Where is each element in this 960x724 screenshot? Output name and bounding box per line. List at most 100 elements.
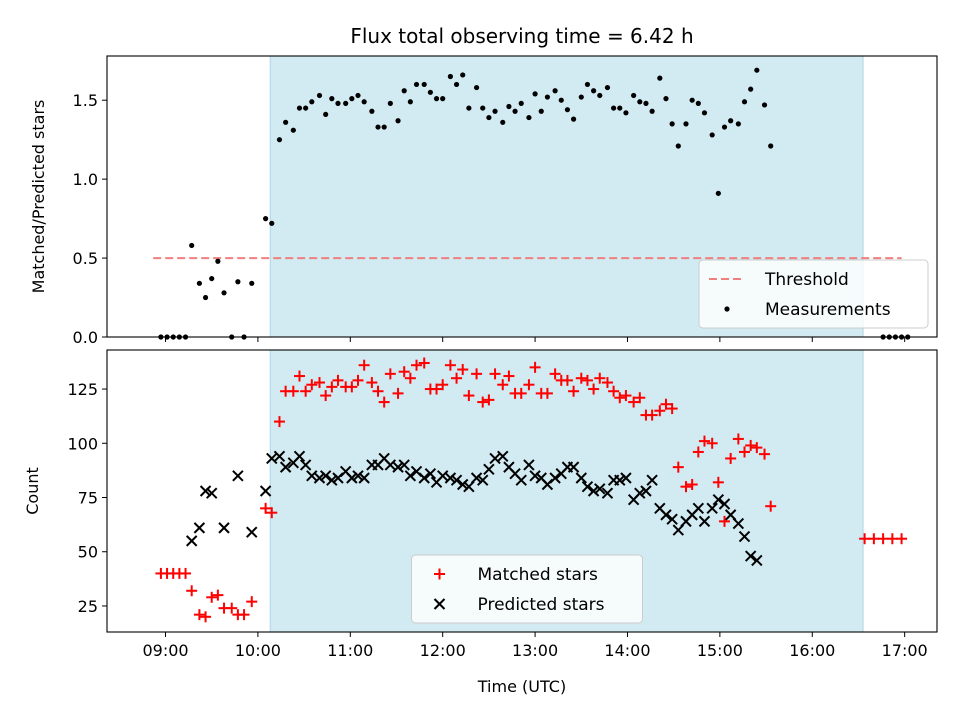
legend-label: Matched stars bbox=[478, 565, 598, 585]
predicted-stars-point bbox=[706, 502, 718, 515]
matched-stars-point bbox=[666, 403, 678, 415]
predicted-stars-point bbox=[515, 474, 527, 486]
y-tick-label: 25 bbox=[78, 597, 98, 616]
measurements-point bbox=[564, 107, 571, 113]
matched-stars-point bbox=[680, 481, 692, 493]
matched-stars-point bbox=[739, 446, 751, 458]
predicted-stars-point bbox=[575, 472, 587, 484]
measurements-point bbox=[283, 119, 289, 125]
matched-stars-point bbox=[293, 370, 305, 382]
predicted-stars-point bbox=[587, 485, 600, 497]
measurements-point bbox=[440, 96, 446, 102]
measurements-point bbox=[631, 92, 637, 99]
matched-stars-point bbox=[320, 390, 332, 402]
chart-title: Flux total observing time = 6.42 h bbox=[350, 24, 693, 48]
matched-stars-point bbox=[568, 385, 580, 397]
predicted-stars-point bbox=[549, 472, 561, 484]
matched-stars-point bbox=[226, 602, 238, 614]
matched-stars-point bbox=[896, 533, 908, 545]
predicted-stars-point bbox=[293, 450, 306, 462]
predicted-stars-point bbox=[392, 461, 404, 473]
predicted-stars-point bbox=[523, 459, 535, 471]
matched-stars-point bbox=[561, 374, 573, 386]
x-tick-label: 11:00 bbox=[327, 641, 373, 660]
measurements-point bbox=[375, 124, 381, 130]
predicted-stars-point bbox=[692, 502, 705, 515]
matched-stars-point bbox=[451, 372, 463, 384]
matched-stars-point bbox=[477, 396, 489, 408]
matched-stars-point bbox=[246, 596, 258, 608]
measurements-point bbox=[492, 108, 498, 114]
predicted-stars-point bbox=[319, 470, 332, 482]
matched-stars-point bbox=[634, 392, 646, 404]
measurements-point bbox=[249, 280, 255, 286]
predicted-stars-point bbox=[594, 483, 606, 495]
matched-stars-point bbox=[287, 385, 299, 397]
measurements-point bbox=[741, 99, 748, 105]
measurements-point bbox=[611, 105, 617, 111]
matched-stars-point bbox=[437, 379, 449, 391]
x-tick-label: 15:00 bbox=[697, 641, 743, 660]
predicted-stars-point bbox=[666, 513, 678, 525]
matched-stars-point bbox=[352, 374, 364, 386]
matched-stars-point bbox=[306, 379, 318, 391]
matched-stars-point bbox=[489, 368, 501, 380]
measurements-point bbox=[604, 84, 611, 91]
predicted-stars-point bbox=[732, 517, 745, 530]
matched-stars-point bbox=[745, 439, 757, 451]
predicted-stars-point bbox=[646, 474, 658, 486]
predicted-stars-point bbox=[698, 515, 711, 528]
data-points bbox=[155, 357, 908, 623]
measurements-point bbox=[381, 124, 387, 130]
predicted-stars-point bbox=[273, 450, 286, 462]
data-points bbox=[158, 67, 911, 340]
measurements-point bbox=[209, 275, 215, 282]
y-tick-label: 1.5 bbox=[73, 91, 98, 110]
measurements-point bbox=[401, 88, 407, 94]
predicted-stars-point bbox=[346, 472, 358, 484]
predicted-stars-point bbox=[457, 478, 469, 491]
measurements-point bbox=[466, 105, 472, 111]
matched-stars-point bbox=[300, 385, 312, 397]
matched-stars-point bbox=[654, 405, 666, 417]
predicted-stars-point bbox=[444, 472, 457, 484]
matched-stars-point bbox=[398, 366, 410, 378]
measurements-point bbox=[526, 114, 532, 121]
matched-stars-point bbox=[392, 387, 404, 399]
measurements-point bbox=[269, 220, 275, 226]
matched-stars-point bbox=[686, 478, 698, 490]
matched-stars-point bbox=[238, 609, 250, 621]
matched-stars-point bbox=[614, 392, 626, 404]
measurements-point bbox=[460, 72, 466, 78]
predicted-stars-point bbox=[352, 470, 364, 482]
matched-stars-point bbox=[180, 567, 192, 579]
predicted-stars-point bbox=[259, 485, 272, 497]
y-axis-title: Matched/Predicted stars bbox=[29, 100, 48, 294]
matched-stars-point bbox=[718, 515, 730, 527]
matched-stars-point bbox=[200, 611, 212, 623]
matched-stars-point bbox=[503, 370, 515, 382]
x-axis-title: Time (UTC) bbox=[477, 677, 566, 696]
measurements-point bbox=[728, 118, 734, 124]
matched-stars-point bbox=[886, 533, 898, 545]
matched-stars-point bbox=[541, 387, 553, 399]
matched-stars-point bbox=[725, 452, 737, 464]
measurements-point bbox=[303, 105, 309, 111]
y-axis-title: Count bbox=[23, 467, 42, 515]
measurements-point bbox=[506, 103, 512, 110]
measurements-point bbox=[617, 105, 623, 111]
measurements-point bbox=[369, 108, 375, 114]
matched-stars-point bbox=[346, 381, 358, 393]
matched-stars-point bbox=[193, 609, 205, 621]
matched-stars-point bbox=[431, 383, 443, 395]
predicted-stars-point bbox=[640, 485, 652, 497]
legend-marker-key bbox=[724, 306, 730, 312]
measurements-point bbox=[570, 116, 577, 122]
measurements-point bbox=[413, 81, 420, 88]
predicted-stars-point bbox=[279, 461, 292, 473]
predicted-stars-point bbox=[193, 522, 206, 534]
predicted-stars-point bbox=[601, 487, 614, 499]
predicted-stars-point bbox=[232, 470, 244, 482]
axes-frame bbox=[106, 349, 938, 633]
measurements-point bbox=[695, 100, 701, 106]
